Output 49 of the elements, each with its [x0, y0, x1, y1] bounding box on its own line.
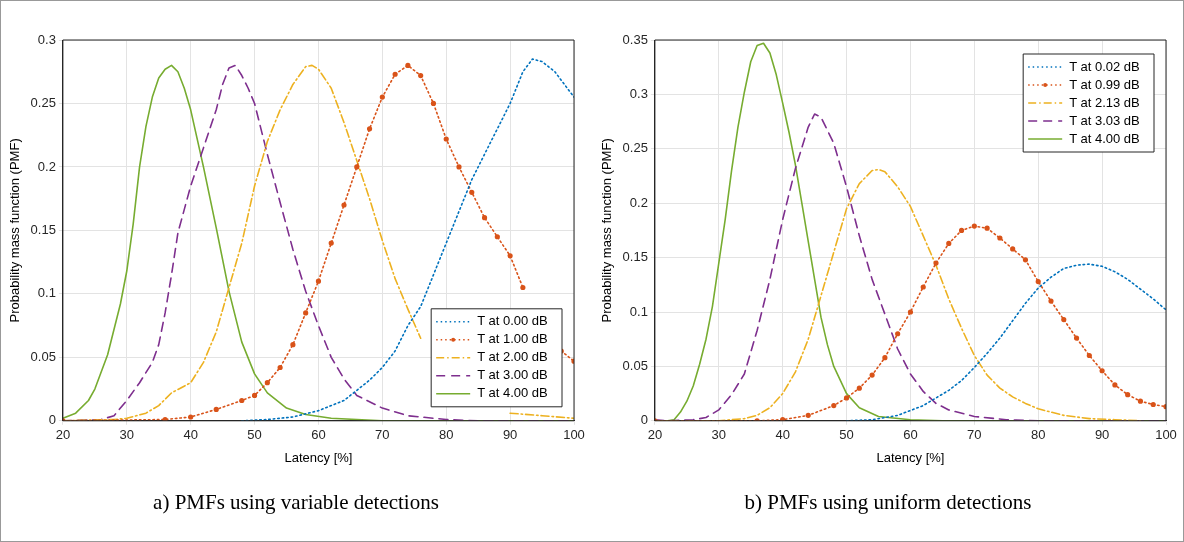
- x-tick-label: 40: [183, 427, 198, 443]
- x-tick-label: 90: [502, 427, 518, 443]
- y-tick-label: 0.1: [629, 303, 648, 319]
- x-tick-label: 40: [775, 427, 790, 443]
- y-tick-label: 0.25: [622, 140, 648, 156]
- x-tick-label: 20: [55, 427, 71, 443]
- x-tick-label: 30: [119, 427, 135, 443]
- legend-label: T at 2.13 dB: [1069, 94, 1140, 110]
- y-axis-title: Probability mass function (PMF): [599, 138, 615, 323]
- y-tick-label: 0.25: [30, 95, 56, 111]
- y-tick-label: 0.2: [629, 194, 648, 210]
- x-axis-title: Latency [%]: [876, 449, 945, 465]
- x-tick-label: 80: [1030, 427, 1046, 443]
- text: a) PMFs using variable detections: [152, 490, 440, 515]
- legend-label: T at 4.00 dB: [477, 385, 548, 401]
- x-tick-label: 90: [1094, 427, 1110, 443]
- legend-label: T at 3.03 dB: [1069, 112, 1140, 128]
- x-tick-label: 60: [903, 427, 918, 443]
- x-tick-label: 100: [563, 427, 585, 443]
- y-tick-label: 0: [640, 412, 648, 428]
- x-tick-label: 70: [967, 427, 982, 443]
- x-tick-label: 100: [1155, 427, 1177, 443]
- legend-label: T at 4.00 dB: [1069, 130, 1140, 146]
- x-tick-label: 50: [247, 427, 262, 443]
- x-tick-label: 30: [711, 427, 727, 443]
- legend-label: T at 1.00 dB: [477, 331, 548, 347]
- y-tick-label: 0.1: [37, 285, 56, 301]
- text: b) PMFs using uniform detections: [743, 490, 1033, 515]
- y-tick-label: 0.15: [622, 249, 648, 265]
- y-tick-label: 0.05: [622, 357, 648, 373]
- y-axis-title: Probability mass function (PMF): [7, 138, 23, 323]
- y-tick-label: 0.3: [629, 85, 648, 101]
- x-tick-label: 50: [839, 427, 854, 443]
- x-axis-title: Latency [%]: [284, 449, 353, 465]
- x-tick-label: 70: [375, 427, 390, 443]
- y-tick-label: 0.35: [622, 31, 648, 47]
- legend-label: T at 0.99 dB: [1069, 76, 1140, 92]
- y-tick-label: 0.2: [37, 158, 56, 174]
- x-tick-label: 20: [647, 427, 663, 443]
- legend-label: T at 3.00 dB: [477, 367, 548, 383]
- legend-label: T at 0.02 dB: [1069, 58, 1140, 74]
- y-tick-label: 0: [48, 412, 56, 428]
- y-tick-label: 0.05: [30, 348, 56, 364]
- legend-label: T at 0.00 dB: [477, 313, 548, 329]
- legend-label: T at 2.00 dB: [477, 349, 548, 365]
- y-tick-label: 0.15: [30, 221, 56, 237]
- y-tick-label: 0.3: [37, 31, 56, 47]
- x-tick-label: 60: [311, 427, 326, 443]
- x-tick-label: 80: [438, 427, 454, 443]
